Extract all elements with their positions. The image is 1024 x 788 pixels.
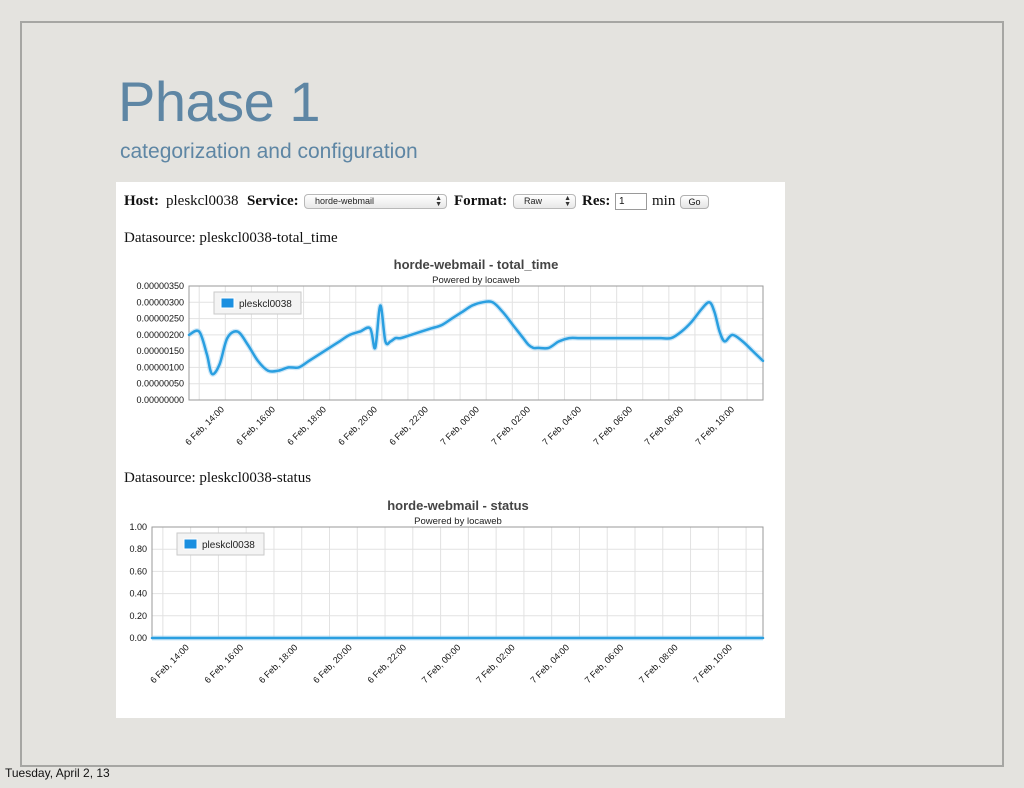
y-tick-label: 0.00000000 xyxy=(136,395,184,405)
legend-swatch-icon xyxy=(183,538,198,550)
chart-subtitle: Powered by locaweb xyxy=(414,516,502,527)
y-tick-label: 0.20 xyxy=(129,611,147,621)
y-tick-label: 0.00000050 xyxy=(136,379,184,389)
slide-title: Phase 1 xyxy=(118,70,321,133)
host-label: Host: xyxy=(124,193,159,209)
y-tick-label: 0.00000250 xyxy=(136,314,184,324)
x-tick-label: 7 Feb, 10:00 xyxy=(693,404,736,447)
chart-status: horde-webmail - status Powered by locaweb… xyxy=(129,498,765,685)
y-tick-label: 0.40 xyxy=(129,589,147,599)
y-tick-label: 0.00000100 xyxy=(136,362,184,372)
updown-chevron-icon: ▲ ▼ xyxy=(564,195,571,208)
x-tick-label: 6 Feb, 22:00 xyxy=(387,404,430,447)
chart-title: horde-webmail - total_time xyxy=(394,257,559,272)
chart-title: horde-webmail - status xyxy=(387,498,529,513)
y-tick-label: 0.00 xyxy=(129,633,147,643)
slide-footer-date: Tuesday, April 2, 13 xyxy=(5,766,110,780)
x-tick-label: 7 Feb, 00:00 xyxy=(420,642,463,685)
x-tick-label: 6 Feb, 20:00 xyxy=(311,642,354,685)
x-tick-label: 6 Feb, 14:00 xyxy=(183,404,226,447)
monitoring-screenshot: Host: pleskcl0038 Service: horde-webmail… xyxy=(116,182,785,718)
x-tick-label: 6 Feb, 16:00 xyxy=(234,404,277,447)
chart-legend: pleskcl0038 xyxy=(176,532,265,556)
y-tick-label: 0.00000300 xyxy=(136,297,184,307)
plot-border xyxy=(188,285,764,401)
host-value: pleskcl0038 xyxy=(166,193,239,209)
res-unit: min xyxy=(652,193,676,209)
query-toolbar: Host: pleskcl0038 Service: horde-webmail… xyxy=(124,192,774,210)
slide-subtitle: categorization and configuration xyxy=(120,140,418,163)
x-tick-label: 7 Feb, 06:00 xyxy=(583,642,626,685)
x-tick-label: 7 Feb, 02:00 xyxy=(489,404,532,447)
legend-label: pleskcl0038 xyxy=(239,299,292,310)
service-select[interactable]: horde-webmail ▲ ▼ xyxy=(304,194,447,209)
x-tick-label: 7 Feb, 02:00 xyxy=(474,642,517,685)
legend-label: pleskcl0038 xyxy=(202,540,255,551)
x-tick-label: 7 Feb, 04:00 xyxy=(540,404,583,447)
datasource-label-total-time: Datasource: pleskcl0038-total_time xyxy=(124,230,338,246)
y-tick-label: 1.00 xyxy=(129,522,147,532)
chart-subtitle: Powered by locaweb xyxy=(432,275,520,286)
chart-total-time: horde-webmail - total_time Powered by loc… xyxy=(136,257,765,447)
x-tick-label: 7 Feb, 06:00 xyxy=(591,404,634,447)
datasource-label-status: Datasource: pleskcl0038-status xyxy=(124,470,312,486)
go-button[interactable]: Go xyxy=(680,195,709,209)
service-label: Service: xyxy=(247,193,299,209)
x-tick-label: 6 Feb, 20:00 xyxy=(336,404,379,447)
res-input[interactable]: 1 xyxy=(615,193,647,210)
format-select-value: Raw xyxy=(524,196,543,206)
x-tick-label: 6 Feb, 22:00 xyxy=(365,642,408,685)
x-tick-label: 6 Feb, 18:00 xyxy=(285,404,328,447)
x-tick-label: 7 Feb, 04:00 xyxy=(528,642,571,685)
y-tick-label: 0.80 xyxy=(129,544,147,554)
x-tick-label: 7 Feb, 08:00 xyxy=(642,404,685,447)
legend-box xyxy=(213,291,302,315)
updown-chevron-icon: ▲ ▼ xyxy=(435,195,442,208)
x-tick-label: 6 Feb, 16:00 xyxy=(202,642,245,685)
y-tick-label: 0.60 xyxy=(129,566,147,576)
chart-legend: pleskcl0038 xyxy=(213,291,302,315)
y-tick-label: 0.00000150 xyxy=(136,346,184,356)
y-tick-label: 0.00000200 xyxy=(136,330,184,340)
service-select-value: horde-webmail xyxy=(315,196,375,206)
x-tick-label: 6 Feb, 18:00 xyxy=(257,642,300,685)
format-select[interactable]: Raw ▲ ▼ xyxy=(513,194,576,209)
x-tick-label: 7 Feb, 10:00 xyxy=(691,642,734,685)
y-tick-label: 0.00000350 xyxy=(136,281,184,291)
x-tick-label: 7 Feb, 00:00 xyxy=(438,404,481,447)
slide-frame xyxy=(20,21,1004,767)
x-tick-label: 6 Feb, 14:00 xyxy=(148,642,191,685)
format-label: Format: xyxy=(454,193,508,209)
legend-swatch-icon xyxy=(220,297,235,309)
res-label: Res: xyxy=(582,193,611,209)
legend-box xyxy=(176,532,265,556)
x-tick-label: 7 Feb, 08:00 xyxy=(637,642,680,685)
series-line xyxy=(187,300,765,376)
